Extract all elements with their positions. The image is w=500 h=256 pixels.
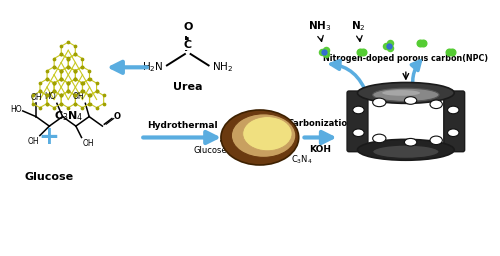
Text: C: C xyxy=(184,40,192,50)
Text: NH$_2$: NH$_2$ xyxy=(212,60,234,74)
Ellipse shape xyxy=(358,82,454,103)
Text: OH: OH xyxy=(28,137,39,146)
Text: O: O xyxy=(183,22,192,32)
Text: N$_2$: N$_2$ xyxy=(351,19,366,33)
Text: C$_3$N$_4$: C$_3$N$_4$ xyxy=(54,109,83,123)
Ellipse shape xyxy=(372,88,439,101)
Ellipse shape xyxy=(358,139,454,160)
Text: +: + xyxy=(39,125,60,150)
Text: NH$_3$: NH$_3$ xyxy=(308,19,331,33)
Text: KOH: KOH xyxy=(310,145,332,154)
Ellipse shape xyxy=(404,97,417,104)
Text: Carbonization: Carbonization xyxy=(288,119,354,128)
Ellipse shape xyxy=(430,136,442,145)
Ellipse shape xyxy=(353,106,364,114)
Ellipse shape xyxy=(232,114,296,157)
Text: Urea: Urea xyxy=(173,82,203,92)
Text: OH: OH xyxy=(73,92,85,101)
Ellipse shape xyxy=(430,100,442,109)
Ellipse shape xyxy=(372,134,386,143)
Ellipse shape xyxy=(404,138,417,146)
Text: HO: HO xyxy=(10,105,22,114)
Text: C$_3$N$_4$: C$_3$N$_4$ xyxy=(280,147,312,166)
Text: HO: HO xyxy=(44,92,56,101)
Ellipse shape xyxy=(372,145,439,158)
FancyBboxPatch shape xyxy=(444,91,464,152)
Ellipse shape xyxy=(448,106,459,114)
Ellipse shape xyxy=(382,90,420,96)
Ellipse shape xyxy=(353,129,364,136)
Text: Glucose: Glucose xyxy=(24,172,74,182)
Text: Glucose: Glucose xyxy=(194,127,236,155)
FancyBboxPatch shape xyxy=(347,91,368,152)
Text: OH: OH xyxy=(82,139,94,148)
Text: Nitrogen-doped porous carbon(NPC): Nitrogen-doped porous carbon(NPC) xyxy=(324,54,488,62)
Text: Hydrothermal: Hydrothermal xyxy=(147,121,218,130)
Ellipse shape xyxy=(221,110,298,165)
Text: O: O xyxy=(114,112,121,121)
Ellipse shape xyxy=(448,129,459,136)
Text: H$_2$N: H$_2$N xyxy=(142,60,163,74)
Ellipse shape xyxy=(243,117,292,151)
Text: OH: OH xyxy=(30,93,42,102)
Ellipse shape xyxy=(372,98,386,107)
